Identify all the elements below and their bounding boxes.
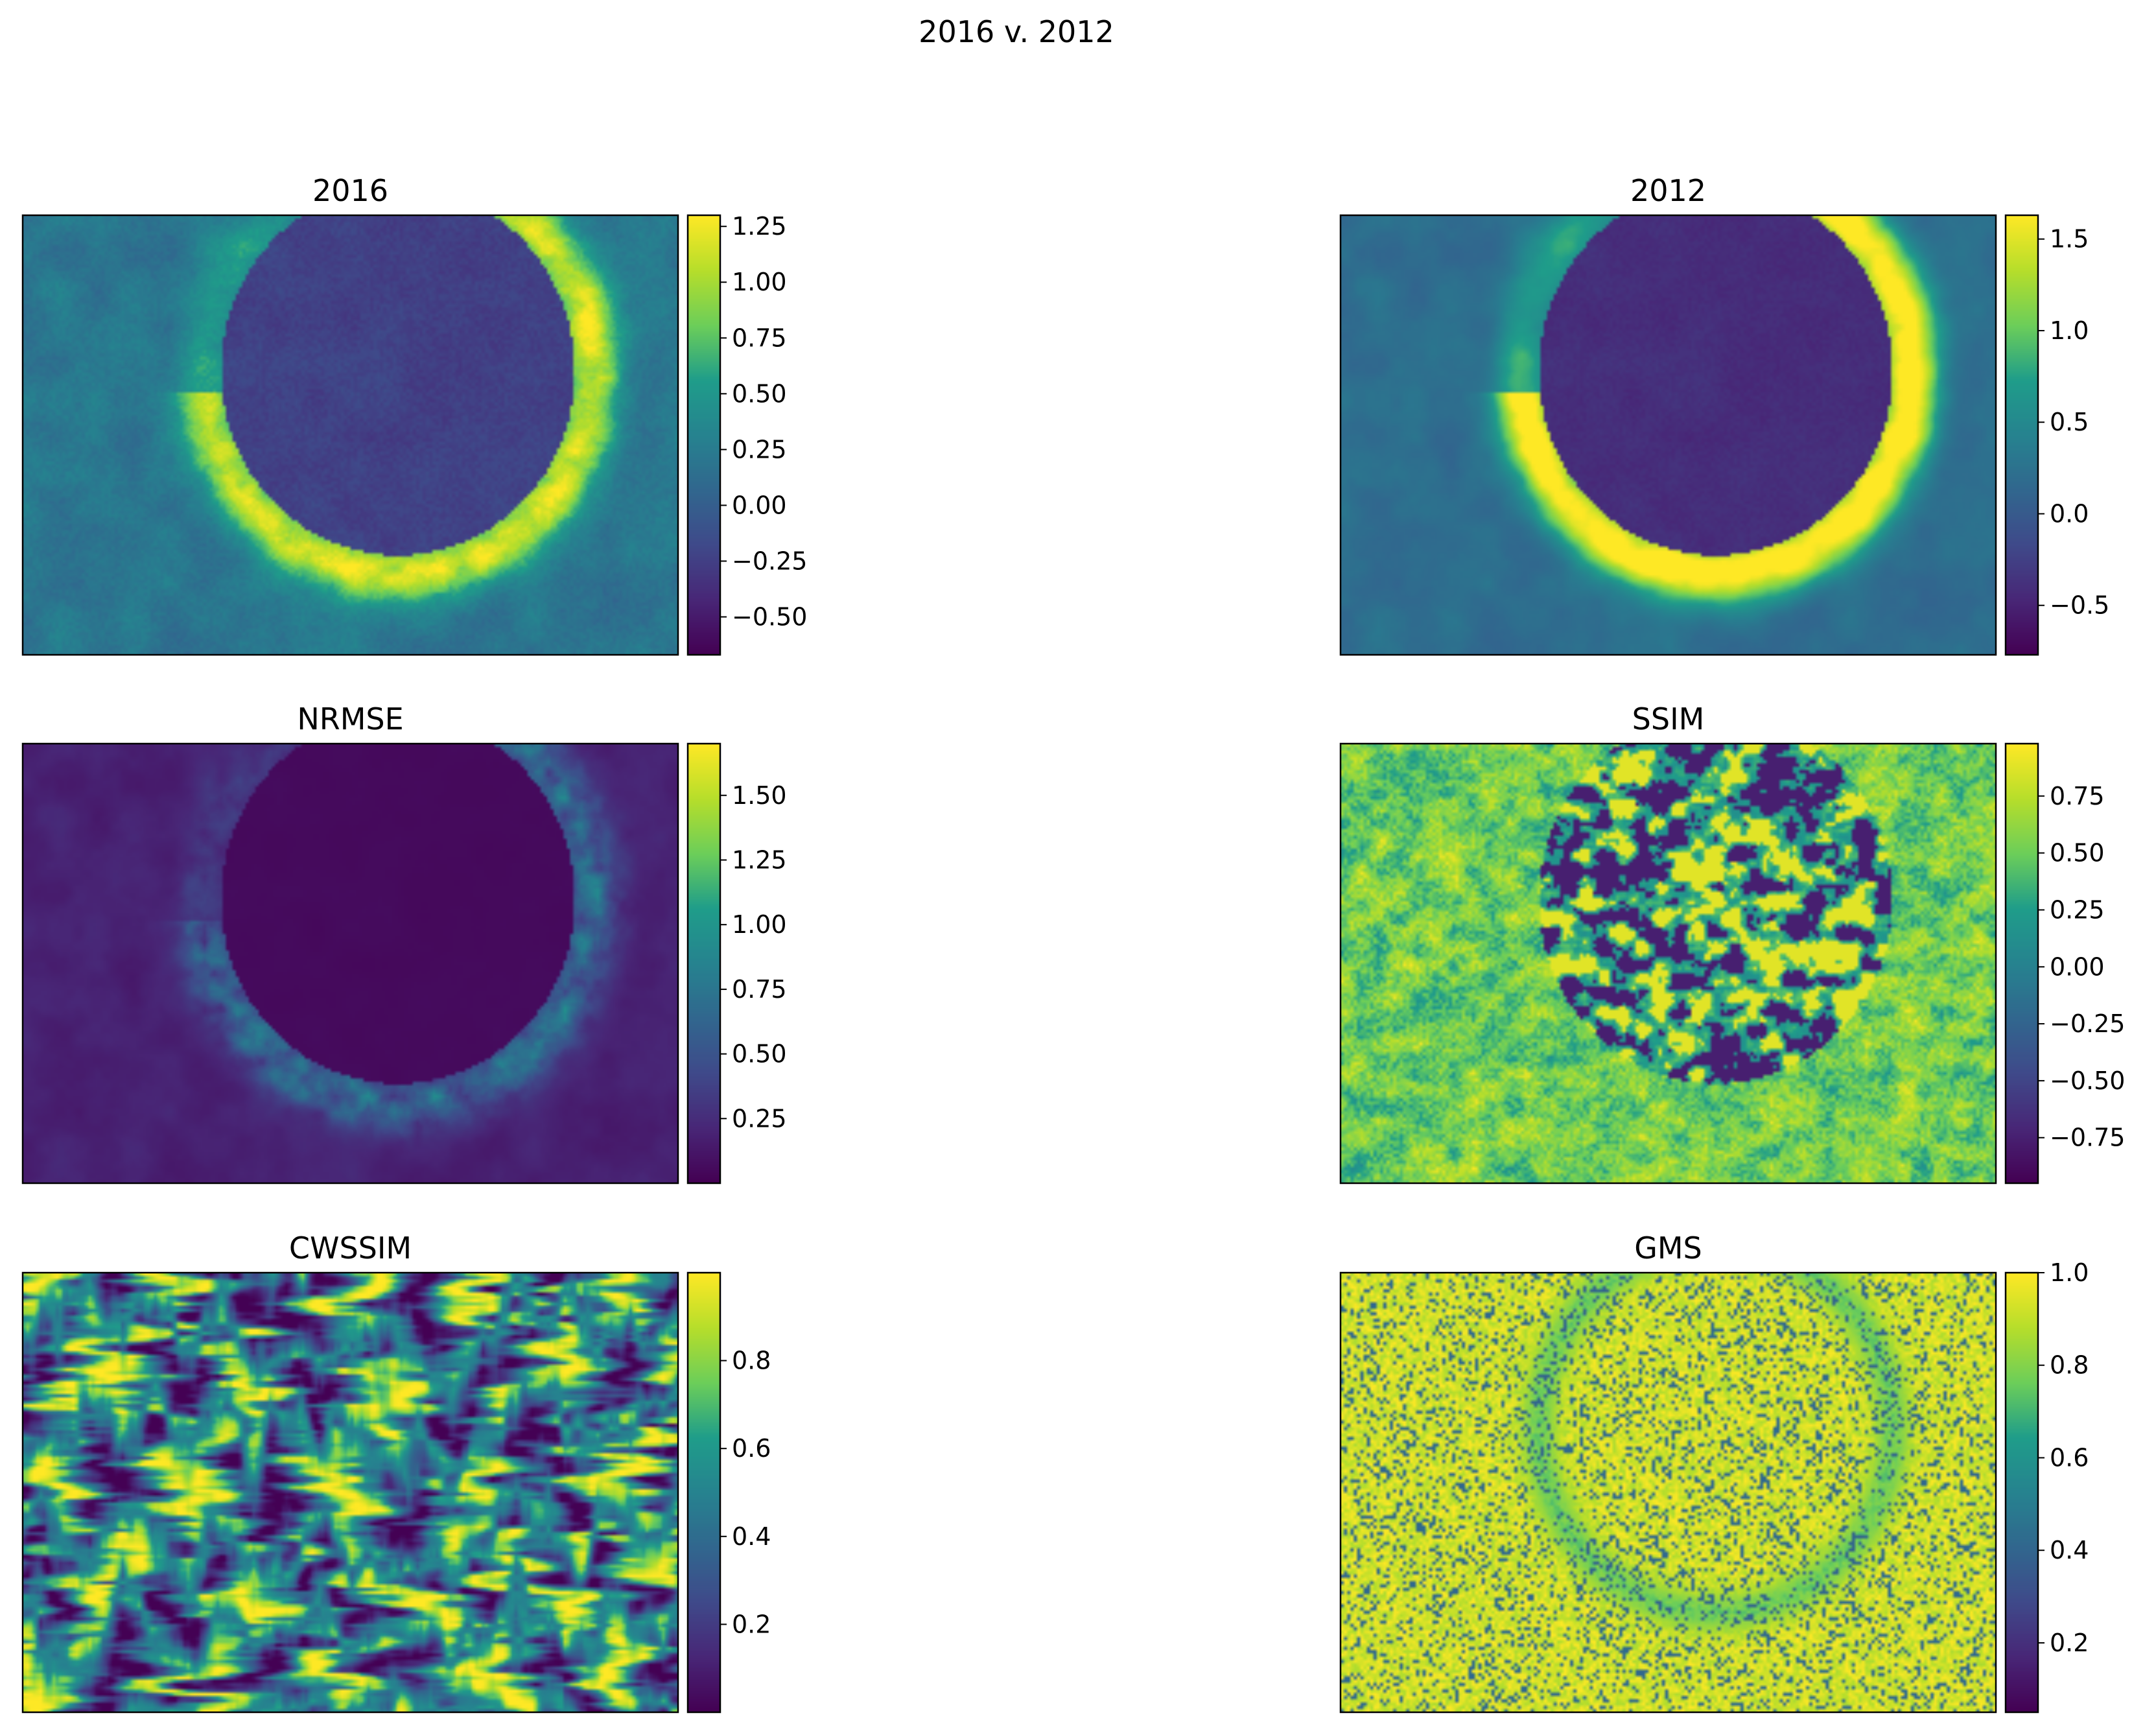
heatmap-frame <box>21 214 679 656</box>
colorbar-tick-label: 0.2 <box>732 1610 771 1638</box>
panel-title: NRMSE <box>297 701 403 737</box>
colorbar-gradient <box>688 215 720 655</box>
colorbar-tick-label: 1.25 <box>732 212 787 241</box>
panel-cwssim: CWSSIM 0.2 0.4 0.6 0.8 <box>21 1231 771 1714</box>
colorbar-tick-label: 1.00 <box>732 268 787 296</box>
colorbar-tick-label: 0.4 <box>732 1522 771 1551</box>
panel-ssim: SSIM −0.75 −0.50 −0.25 0.00 0.25 0.50 0.75 <box>1339 701 2125 1185</box>
colorbar-tick-label: 1.50 <box>732 781 787 810</box>
colorbar-tick-label: 0.75 <box>732 975 787 1004</box>
colorbar-tick-label: 0.50 <box>732 1040 787 1068</box>
colorbar-tick-label: −0.25 <box>732 547 807 575</box>
colorbar-frame <box>2004 1271 2039 1714</box>
colorbar-tick-label: 0.25 <box>732 1104 787 1133</box>
colorbar-tick-label: −0.25 <box>2050 1009 2125 1038</box>
colorbar-tick-label: −0.75 <box>2050 1124 2125 1152</box>
colorbar-tick-label: −0.50 <box>2050 1067 2125 1095</box>
colorbar-gradient <box>2006 1273 2038 1712</box>
colorbar-tick-label: 0.0 <box>2050 499 2089 528</box>
colorbar-tick-label: 0.6 <box>732 1434 771 1463</box>
colorbar-tick-label: −0.5 <box>2050 591 2109 620</box>
heatmap-frame <box>1339 1271 1997 1714</box>
colorbar-gradient <box>688 744 720 1183</box>
colorbar-tick-label: 1.00 <box>732 910 787 939</box>
colorbar-tick-label: 0.00 <box>2050 952 2105 981</box>
colorbar-tick-label: 0.2 <box>2050 1629 2089 1657</box>
heatmap-image <box>23 215 678 655</box>
colorbar-tick-label: 0.6 <box>2050 1443 2089 1472</box>
panel-title: GMS <box>1634 1231 1702 1266</box>
heatmap-image <box>1341 1273 1996 1712</box>
colorbar-gradient <box>2006 215 2038 655</box>
colorbar-frame <box>686 214 721 656</box>
colorbar-tick-label: 0.25 <box>732 435 787 464</box>
heatmap-image <box>1341 215 1996 655</box>
heatmap-frame <box>21 1271 679 1714</box>
colorbar-tick-label: −0.50 <box>732 602 807 631</box>
colorbar-gradient <box>688 1273 720 1712</box>
colorbar-tick-label: 0.25 <box>2050 895 2105 924</box>
panel-title: CWSSIM <box>289 1231 412 1266</box>
colorbar-tick-label: 0.50 <box>732 379 787 408</box>
colorbar-tick-label: 0.50 <box>2050 839 2105 867</box>
colorbar-tick-label: 0.8 <box>2050 1351 2089 1380</box>
heatmap-frame <box>21 742 679 1185</box>
colorbar-tick-label: 1.0 <box>2050 316 2089 345</box>
colorbar-tick-label: 1.5 <box>2050 225 2089 253</box>
colorbar-tick-label: 0.75 <box>732 324 787 352</box>
heatmap-frame <box>1339 214 1997 656</box>
colorbar-tick-label: 0.75 <box>2050 782 2105 810</box>
colorbar-tick-label: 0.8 <box>732 1347 771 1375</box>
colorbar-tick-label: 1.0 <box>2050 1258 2089 1287</box>
heatmap-image <box>23 744 678 1183</box>
panel-nrmse: NRMSE 0.25 0.50 0.75 1.00 1.25 1.50 <box>21 701 787 1185</box>
heatmap-image <box>23 1273 678 1712</box>
colorbar-frame <box>686 742 721 1185</box>
colorbar-frame <box>686 1271 721 1714</box>
heatmap-frame <box>1339 742 1997 1185</box>
panel-2012: 2012 −0.5 0.0 0.5 1.0 1.5 <box>1339 173 2109 656</box>
colorbar-tick-label: 1.25 <box>732 845 787 874</box>
panel-gms: GMS 0.2 0.4 0.6 0.8 1.0 <box>1339 1231 2089 1714</box>
panel-2016: 2016 −0.50 −0.25 0.00 0.25 0.50 0.75 1.00 1.25 <box>21 173 807 656</box>
panel-title: 2012 <box>1630 173 1706 208</box>
panel-title: 2016 <box>312 173 388 208</box>
heatmap-image <box>1341 744 1996 1183</box>
panel-title: SSIM <box>1632 701 1705 737</box>
colorbar-tick-label: 0.00 <box>732 491 787 519</box>
colorbar-tick-label: 0.5 <box>2050 408 2089 436</box>
colorbar-frame <box>2004 214 2039 656</box>
colorbar-gradient <box>2006 744 2038 1183</box>
colorbar-tick-label: 0.4 <box>2050 1536 2089 1564</box>
colorbar-frame <box>2004 742 2039 1185</box>
figure-suptitle: 2016 v. 2012 <box>919 14 1114 49</box>
